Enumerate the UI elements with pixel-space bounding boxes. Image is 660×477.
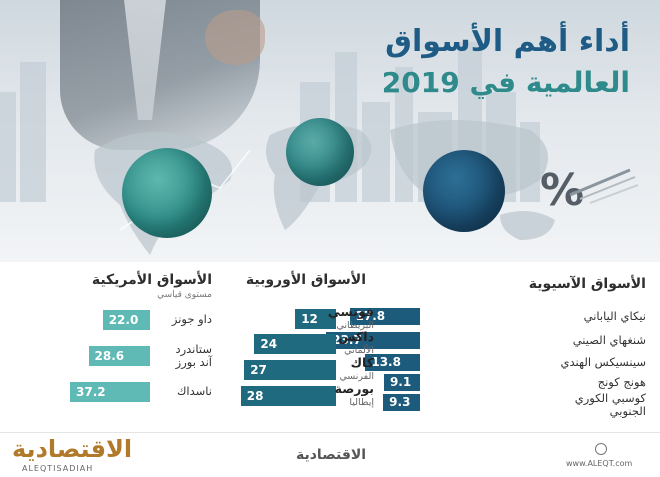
bar-value-americas-2: 37.2 [76, 385, 106, 399]
bar-value-europe-3: 28 [246, 389, 264, 403]
site-url[interactable]: www.ALEQT.com [566, 459, 633, 468]
bar-americas-2: 37.2 [70, 382, 150, 402]
bar-americas-1: 28.6 [88, 346, 150, 366]
category-sub-europe-1: الألماني [344, 345, 374, 356]
brand-logo: الاقتصادية [12, 435, 133, 463]
category-name-europe-3: بورصة [334, 381, 374, 396]
category-label-asia-3: هونج كونج [597, 375, 646, 389]
bar-asia-1: 23.7 [326, 332, 420, 349]
category-name-europe-0: فوتسي [327, 304, 374, 319]
brand-logo-latin: ALEQTISADIAH [22, 464, 94, 473]
arrow-decoration [569, 168, 639, 204]
category-name-europe-1: داكس [338, 329, 374, 344]
category-sub-europe-0: البريطاني [336, 320, 374, 331]
percent-icon: % [540, 165, 585, 216]
category-name-europe-2: كاك [350, 355, 374, 370]
bar-value-europe-0: 12 [301, 312, 318, 326]
category-label-europe-1: داكس الألماني [338, 330, 374, 357]
bar-europe-2: 27 [244, 360, 336, 380]
category-label-asia-2: سينسيكس الهندي [560, 355, 646, 369]
bar-americas-0: 22.0 [102, 310, 150, 330]
charts-panel: الأسواق الآسيوية الأسواق الأوروبية الأسو… [0, 262, 660, 432]
bar-value-asia-4: 9.3 [389, 395, 411, 409]
globe-asia-icon [423, 150, 505, 232]
bar-asia-3: 9.1 [383, 374, 420, 391]
bar-value-americas-0: 22.0 [108, 313, 139, 327]
category-label-americas-2: ناسداك [176, 384, 212, 398]
globe-americas-icon [122, 148, 212, 238]
bar-asia-0: 17.8 [349, 308, 420, 325]
bar-value-europe-1: 24 [260, 337, 278, 351]
brand-logo-center: الاقتصادية [296, 447, 367, 463]
category-label-europe-0: فوتسي البريطاني [328, 305, 374, 332]
category-label-asia-1: شنغهاي الصيني [572, 333, 646, 347]
bar-europe-1: 24 [254, 334, 336, 354]
category-label-americas-1: ستاندرد آند بورز [175, 342, 212, 369]
bar-value-asia-3: 9.1 [389, 375, 412, 389]
bar-value-europe-2: 27 [250, 363, 267, 377]
category-label-asia-0: نيكاي الياباني [583, 309, 646, 323]
bar-europe-0: 12 [295, 309, 336, 329]
footer: الاقتصادية ALEQTISADIAH الاقتصادية www.A… [0, 432, 660, 477]
page-subtitle: العالمية في 2019 [381, 66, 630, 99]
chart-title-asia: الأسواق الآسيوية [528, 276, 646, 292]
category-sub-europe-2: الفرنسي [339, 371, 374, 382]
globe-europe-icon [286, 118, 354, 186]
chart-subtitle-americas: مستوى قياسي [157, 290, 212, 300]
bar-asia-2: 13.8 [365, 354, 420, 371]
category-label-asia-4: كوسبي الكوري الجنوبي [574, 391, 646, 418]
category-label-europe-3: بورصة إيطاليا [335, 382, 374, 409]
hero-background: أداء أهم الأسواق العالمية في 2019 % [0, 0, 660, 262]
page-title: أداء أهم الأسواق [385, 24, 630, 59]
site-icon [595, 443, 607, 455]
category-sub-europe-3: إيطاليا [349, 397, 374, 408]
chart-title-americas: الأسواق الأمريكية [91, 272, 212, 288]
bar-europe-3: 28 [240, 386, 336, 406]
bar-value-asia-0: 17.8 [355, 309, 386, 323]
category-label-europe-2: كاك الفرنسي [339, 356, 374, 383]
bar-value-americas-1: 28.6 [94, 349, 125, 363]
bar-asia-4: 9.3 [383, 394, 420, 411]
bar-value-asia-1: 23.7 [332, 333, 362, 347]
bar-value-asia-2: 13.8 [371, 355, 401, 369]
businessman-hand [205, 10, 265, 65]
category-label-americas-0: داو جونز [171, 312, 212, 326]
chart-title-europe: الأسواق الأوروبية [245, 272, 366, 288]
